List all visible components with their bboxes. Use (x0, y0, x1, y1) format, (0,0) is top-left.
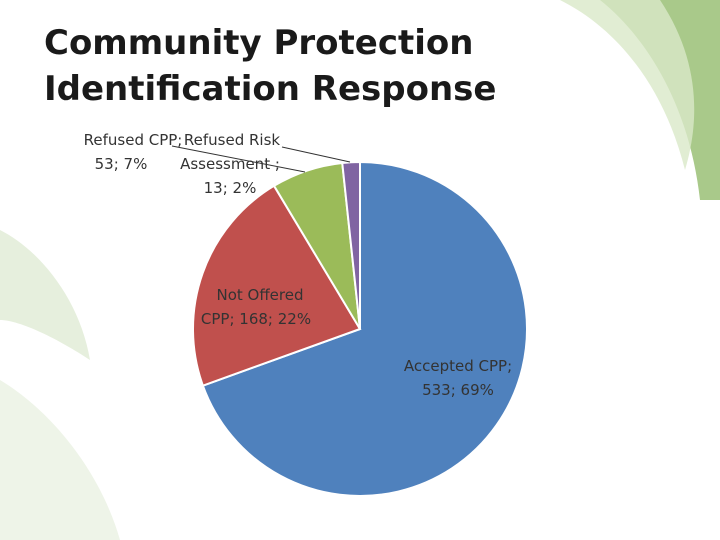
leader-line-refused-cpp (171, 145, 306, 173)
label-refused-risk-line1: Refused Risk (184, 131, 281, 149)
label-accepted-cpp-line2: 533; 69% (422, 381, 494, 399)
decor-swoosh-left-bottom (0, 380, 120, 540)
slice-accepted-cpp (201, 160, 528, 497)
slice-refused-risk-assessment (341, 160, 361, 330)
label-not-offered-line1: Not Offered (216, 286, 303, 304)
decor-swoosh-top-right-light (560, 0, 695, 170)
pie-labels: Accepted CPP; 533; 69% Not Offered CPP; … (84, 131, 512, 399)
label-refused-cpp-line2: 53; 7% (95, 155, 148, 173)
label-accepted-cpp-line1: Accepted CPP; (404, 357, 512, 375)
slice-not-offered-cpp (192, 184, 362, 387)
label-refused-cpp-line1: Refused CPP; (84, 131, 183, 149)
leader-line-refused-risk (281, 146, 351, 163)
leader-lines (171, 145, 351, 173)
page-title: Community Protection Identification Resp… (44, 20, 564, 112)
label-refused-risk-line2: Assessment ; (180, 155, 280, 173)
label-not-offered-line2: CPP; 168; 22% (201, 310, 311, 328)
label-refused-risk-line3: 13; 2% (204, 179, 257, 197)
title-line-1: Community Protection (44, 23, 474, 63)
decor-swoosh-left (0, 230, 90, 360)
title-line-2: Identification Response (44, 69, 497, 109)
pie-chart (192, 160, 528, 497)
decor-swoosh-top-right (600, 0, 720, 200)
